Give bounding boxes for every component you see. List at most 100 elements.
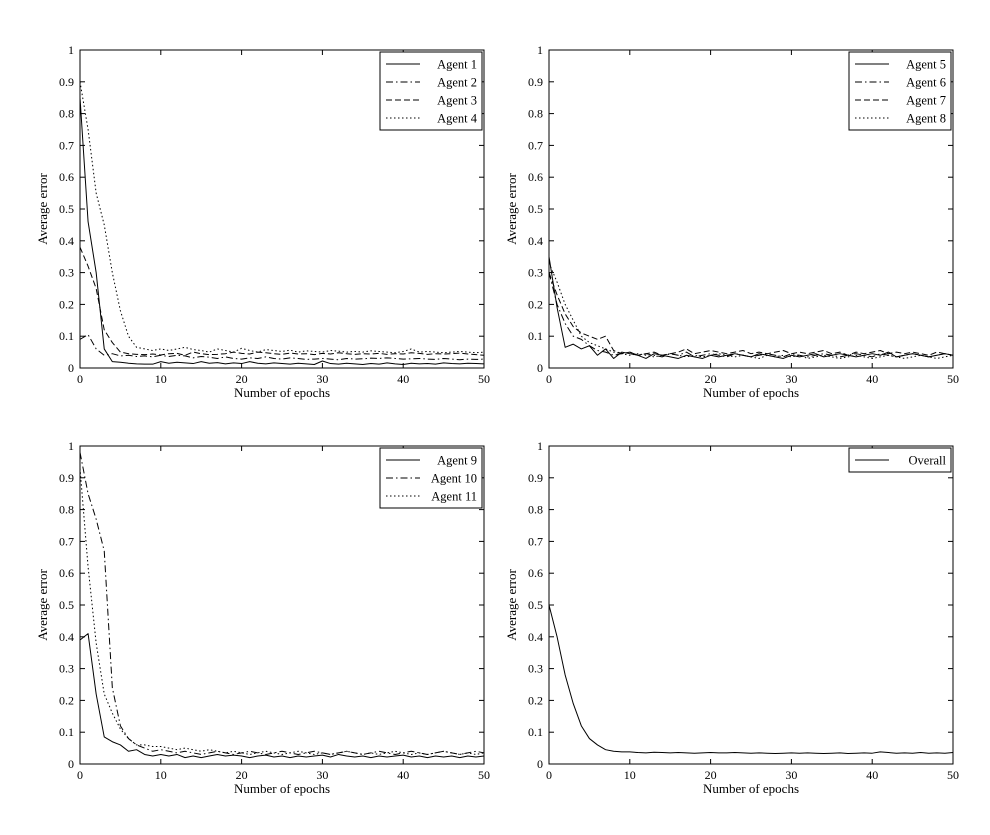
series-line-agent-7 <box>548 272 954 356</box>
y-tick-label: 0.9 <box>528 471 543 485</box>
y-axis-label: Average error <box>35 569 50 641</box>
legend: Agent 9 Agent 10 Agent 11 <box>379 447 483 509</box>
y-tick-label: 1 <box>537 43 543 57</box>
x-tick-label: 0 <box>77 768 83 782</box>
legend: Overall <box>848 447 952 473</box>
y-tick-label: 1 <box>537 439 543 453</box>
legend-box <box>848 51 952 131</box>
y-tick-label: 0.4 <box>59 234 74 248</box>
legend-entry-label: Agent 7 <box>906 94 946 108</box>
x-tick-label: 20 <box>705 372 717 386</box>
y-tick-label: 0.2 <box>59 693 74 707</box>
y-tick-label: 0.5 <box>528 202 543 216</box>
x-tick-label: 40 <box>866 372 878 386</box>
legend-entry-label: Agent 6 <box>906 76 946 90</box>
legend-entry-label: Agent 4 <box>437 112 478 126</box>
y-tick-label: 0.2 <box>528 693 543 707</box>
y-tick-label: 0.4 <box>59 630 74 644</box>
series-line-agent-10 <box>79 452 485 755</box>
y-tick-label: 0 <box>537 757 543 771</box>
y-tick-label: 0.3 <box>528 266 543 280</box>
y-tick-label: 0.7 <box>59 534 74 548</box>
y-tick-label: 0.5 <box>59 202 74 216</box>
series-line-agent-8 <box>548 262 954 359</box>
legend-box <box>379 51 483 131</box>
series-line-agent-3 <box>79 246 485 356</box>
x-tick-label: 50 <box>478 372 490 386</box>
chart-panel-1: 0 10 20 30 40 50 0 0.1 0.2 0.3 0.4 0.5 0.6 0.7 0.8 0.9 1… <box>35 43 490 400</box>
x-tick-label: 30 <box>785 372 797 386</box>
y-tick-label: 0.7 <box>528 138 543 152</box>
y-tick-label: 0.2 <box>59 297 74 311</box>
legend-entry-label: Agent 9 <box>437 454 477 468</box>
x-axis-label: Number of epochs <box>703 385 799 400</box>
x-tick-label: 50 <box>478 768 490 782</box>
series-line-agent-9 <box>79 633 485 759</box>
legend-entry-label: Agent 11 <box>431 490 477 504</box>
series-line-overall <box>548 604 954 755</box>
y-tick-label: 0.5 <box>59 598 74 612</box>
series-line-agent-1 <box>79 97 485 365</box>
x-tick-label: 40 <box>866 768 878 782</box>
y-tick-label: 0.1 <box>59 329 74 343</box>
y-tick-label: 0.9 <box>528 75 543 89</box>
x-axis-label: Number of epochs <box>703 781 799 796</box>
x-tick-label: 10 <box>624 372 636 386</box>
x-tick-label: 20 <box>236 372 248 386</box>
x-tick-label: 0 <box>546 372 552 386</box>
y-tick-label: 0.8 <box>59 503 74 517</box>
series-line-agent-4 <box>79 81 485 354</box>
y-tick-label: 0.9 <box>59 75 74 89</box>
x-tick-label: 20 <box>705 768 717 782</box>
y-axis-label: Average error <box>504 569 519 641</box>
x-tick-label: 40 <box>397 372 409 386</box>
y-tick-label: 0.2 <box>528 297 543 311</box>
x-tick-label: 30 <box>785 768 797 782</box>
x-tick-label: 30 <box>316 768 328 782</box>
x-axis-label: Number of epochs <box>234 385 330 400</box>
chart-panel-3: 0 10 20 30 40 50 0 0.1 0.2 0.3 0.4 0.5 0.6 0.7 0.8 0.9 1… <box>35 439 490 796</box>
x-tick-label: 10 <box>155 372 167 386</box>
y-tick-label: 0.3 <box>59 662 74 676</box>
x-tick-label: 30 <box>316 372 328 386</box>
x-tick-label: 10 <box>155 768 167 782</box>
y-axis-label: Average error <box>504 173 519 245</box>
x-tick-label: 40 <box>397 768 409 782</box>
y-tick-label: 0.3 <box>528 662 543 676</box>
y-tick-label: 0.9 <box>59 471 74 485</box>
y-tick-label: 0.8 <box>528 503 543 517</box>
legend-entry-label: Agent 10 <box>431 472 477 486</box>
y-tick-label: 0.6 <box>528 170 543 184</box>
legend-entry-label: Overall <box>909 454 947 468</box>
y-tick-label: 0.6 <box>59 170 74 184</box>
y-tick-label: 0.4 <box>528 630 543 644</box>
y-tick-label: 0.5 <box>528 598 543 612</box>
x-axis-label: Number of epochs <box>234 781 330 796</box>
y-tick-label: 0.7 <box>528 534 543 548</box>
y-tick-label: 0.8 <box>528 107 543 121</box>
y-tick-label: 1 <box>68 439 74 453</box>
x-tick-label: 50 <box>947 768 959 782</box>
chart-panel-4: 0 10 20 30 40 50 0 0.1 0.2 0.3 0.4 0.5 0.6 0.7 0.8 0.9 1… <box>504 439 959 796</box>
legend: Agent 1 Agent 2 Agent 3 Agent 4 <box>379 51 483 131</box>
series-line-agent-11 <box>79 468 485 755</box>
legend: Agent 5 Agent 6 Agent 7 Agent 8 <box>848 51 952 131</box>
y-tick-label: 0.1 <box>59 725 74 739</box>
x-tick-label: 0 <box>546 768 552 782</box>
y-tick-label: 0.1 <box>528 725 543 739</box>
x-tick-label: 50 <box>947 372 959 386</box>
chart-panel-2: 0 10 20 30 40 50 0 0.1 0.2 0.3 0.4 0.5 0.6 0.7 0.8 0.9 1… <box>504 43 959 400</box>
y-tick-label: 0.1 <box>528 329 543 343</box>
legend-entry-label: Agent 8 <box>906 112 946 126</box>
y-tick-label: 0.7 <box>59 138 74 152</box>
legend-entry-label: Agent 1 <box>437 58 477 72</box>
y-tick-label: 0 <box>68 757 74 771</box>
y-tick-label: 0 <box>68 361 74 375</box>
y-tick-label: 0.3 <box>59 266 74 280</box>
legend-entry-label: Agent 5 <box>906 58 946 72</box>
y-tick-label: 0.4 <box>528 234 543 248</box>
x-tick-label: 10 <box>624 768 636 782</box>
x-tick-label: 20 <box>236 768 248 782</box>
y-tick-label: 0 <box>537 361 543 375</box>
